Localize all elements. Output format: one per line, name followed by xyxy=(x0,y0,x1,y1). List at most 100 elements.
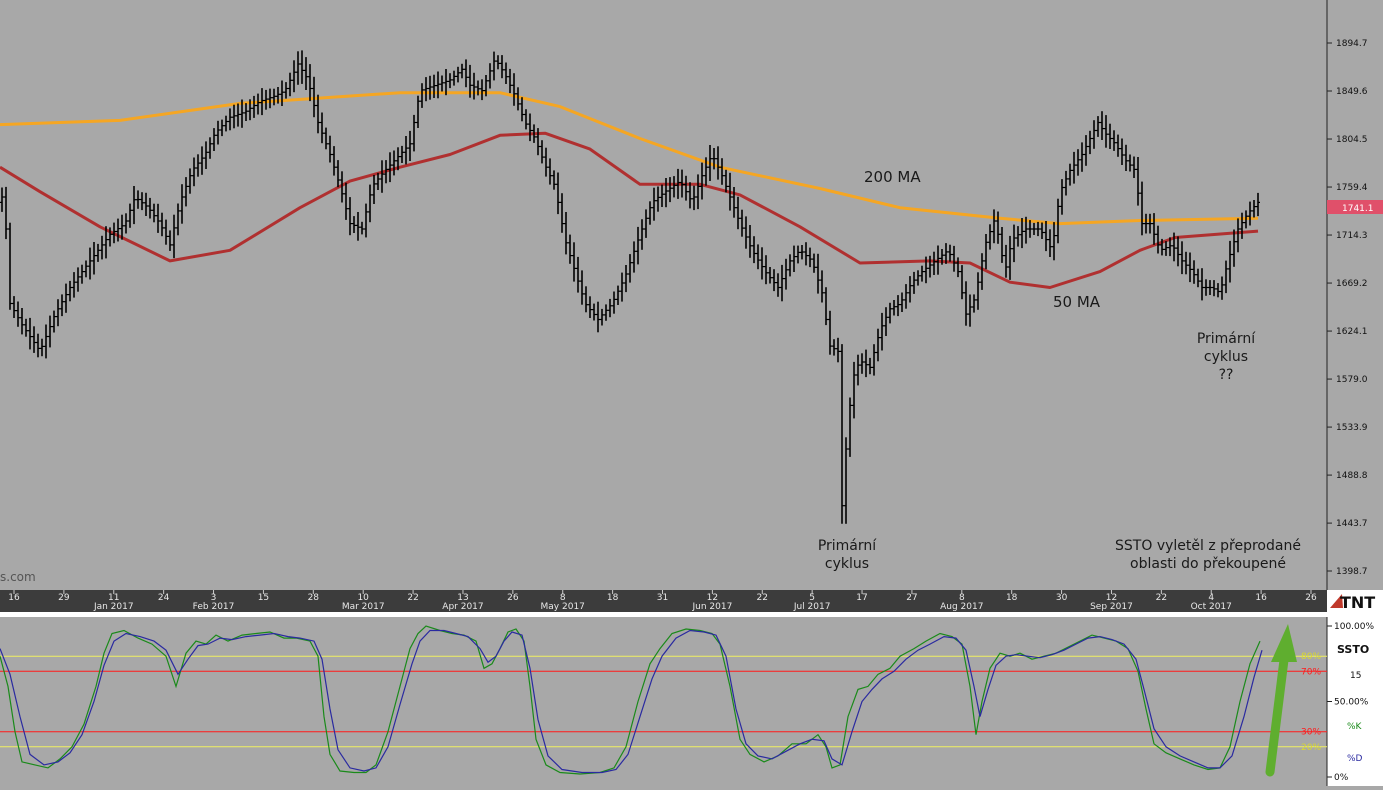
ohlc-bar xyxy=(496,55,500,70)
price-tick-label: 1804.5 xyxy=(1336,135,1368,145)
ohlc-bar xyxy=(148,197,152,219)
ohlc-bar xyxy=(912,271,916,294)
ohlc-bar xyxy=(624,265,628,293)
ohlc-bar xyxy=(140,192,144,211)
ssto-plot-area xyxy=(0,617,1327,786)
ohlc-bar xyxy=(1044,221,1048,252)
ohlc-bar xyxy=(84,260,88,278)
ma50-line xyxy=(0,131,1259,289)
ohlc-bar xyxy=(172,214,176,259)
ohlc-bar xyxy=(652,187,656,221)
ohlc-bar xyxy=(556,172,560,215)
ohlc-bar xyxy=(812,253,816,273)
date-tick-day: 11 xyxy=(108,593,119,603)
ohlc-bar xyxy=(932,251,936,275)
date-tick-day: 26 xyxy=(507,593,519,603)
ohlc-bar xyxy=(416,95,420,128)
ohlc-bar xyxy=(780,264,784,302)
ohlc-bar xyxy=(100,235,104,260)
level-label: 80% xyxy=(1301,652,1321,662)
ohlc-bar xyxy=(1016,226,1020,247)
ohlc-bar xyxy=(4,186,8,240)
ohlc-bar xyxy=(1056,198,1060,244)
ohlc-bar xyxy=(36,333,40,358)
date-tick-day: 4 xyxy=(1208,593,1214,603)
ohlc-bar xyxy=(672,176,676,198)
ohlc-bar xyxy=(204,141,208,169)
date-tick-day: 22 xyxy=(757,593,768,603)
ohlc-bar xyxy=(476,80,480,96)
ohlc-bar xyxy=(548,158,552,185)
ohlc-bar xyxy=(824,287,828,326)
ohlc-bar xyxy=(696,174,700,210)
date-tick-day: 10 xyxy=(357,593,369,603)
ohlc-bar xyxy=(1200,268,1204,301)
ohlc-bar xyxy=(796,245,800,264)
ssto-note-line-2: oblasti do překoupené xyxy=(1130,556,1286,572)
ohlc-bar xyxy=(1232,229,1236,267)
ohlc-bar xyxy=(880,312,884,351)
ssto-note-line-1: SSTO vyletěl z přeprodané xyxy=(1115,538,1301,554)
ohlc-bar xyxy=(680,169,684,198)
ohlc-bar xyxy=(980,253,984,290)
ohlc-bar xyxy=(68,280,72,302)
ohlc-bar xyxy=(1196,268,1200,288)
ohlc-bar xyxy=(948,244,952,262)
level-label: 70% xyxy=(1301,667,1321,677)
ohlc-bar xyxy=(524,109,528,130)
ohlc-bar xyxy=(1160,238,1164,256)
ohlc-bar xyxy=(996,211,1000,244)
price-tick-label: 1624.1 xyxy=(1336,327,1368,337)
price-tick-label: 1443.7 xyxy=(1336,519,1368,529)
ohlc-bar xyxy=(740,209,744,237)
ohlc-bar xyxy=(756,244,760,270)
level-label: 30% xyxy=(1301,728,1321,738)
ohlc-bar xyxy=(52,310,56,333)
ohlc-bar xyxy=(56,299,60,327)
ma50-annotation: 50 MA xyxy=(1053,293,1101,311)
ohlc-bar xyxy=(96,243,100,262)
ohlc-bar xyxy=(764,255,768,285)
ohlc-bar xyxy=(616,285,620,305)
last-price-tag xyxy=(1327,200,1383,214)
ohlc-bar xyxy=(388,152,392,183)
ohlc-bar xyxy=(560,193,564,233)
ohlc-bar xyxy=(580,270,584,305)
ohlc-bar xyxy=(132,186,136,225)
price-plot-area xyxy=(0,0,1327,590)
ohlc-bar xyxy=(1236,218,1240,253)
ohlc-bar xyxy=(1252,200,1256,218)
ohlc-bar xyxy=(1140,181,1144,236)
ohlc-bar xyxy=(1248,201,1252,226)
ohlc-bar xyxy=(584,286,588,313)
ohlc-bar xyxy=(972,294,976,313)
ohlc-bar xyxy=(608,298,612,318)
ohlc-bar xyxy=(772,269,776,292)
ohlc-bar xyxy=(312,76,316,118)
date-tick-day: 24 xyxy=(158,593,170,603)
ohlc-bar xyxy=(408,130,412,161)
date-tick-day: 12 xyxy=(1106,593,1117,603)
ohlc-bar xyxy=(436,71,440,99)
date-tick-day: 29 xyxy=(58,593,70,603)
ohlc-bar xyxy=(384,160,388,184)
price-tick-label: 1849.6 xyxy=(1336,87,1368,97)
ohlc-bar xyxy=(916,270,920,286)
ohlc-bar xyxy=(1020,218,1024,249)
ohlc-bar xyxy=(516,87,520,111)
ohlc-bar xyxy=(688,182,692,209)
ohlc-bar xyxy=(1220,276,1224,300)
ohlc-bar xyxy=(328,135,332,163)
ohlc-bar xyxy=(20,308,24,335)
price-axis-panel xyxy=(1327,0,1383,617)
ohlc-bar xyxy=(964,281,968,326)
ohlc-bar xyxy=(1156,225,1160,254)
ohlc-bar xyxy=(600,308,604,326)
ohlc-bar xyxy=(848,397,852,457)
primary-cycle-oct-line-3: ?? xyxy=(1219,367,1234,383)
ssto-tick-label: 0% xyxy=(1334,773,1349,783)
ohlc-bar xyxy=(464,59,468,88)
ohlc-bar xyxy=(588,296,592,318)
ohlc-bar xyxy=(736,196,740,230)
ohlc-bar xyxy=(664,178,668,208)
